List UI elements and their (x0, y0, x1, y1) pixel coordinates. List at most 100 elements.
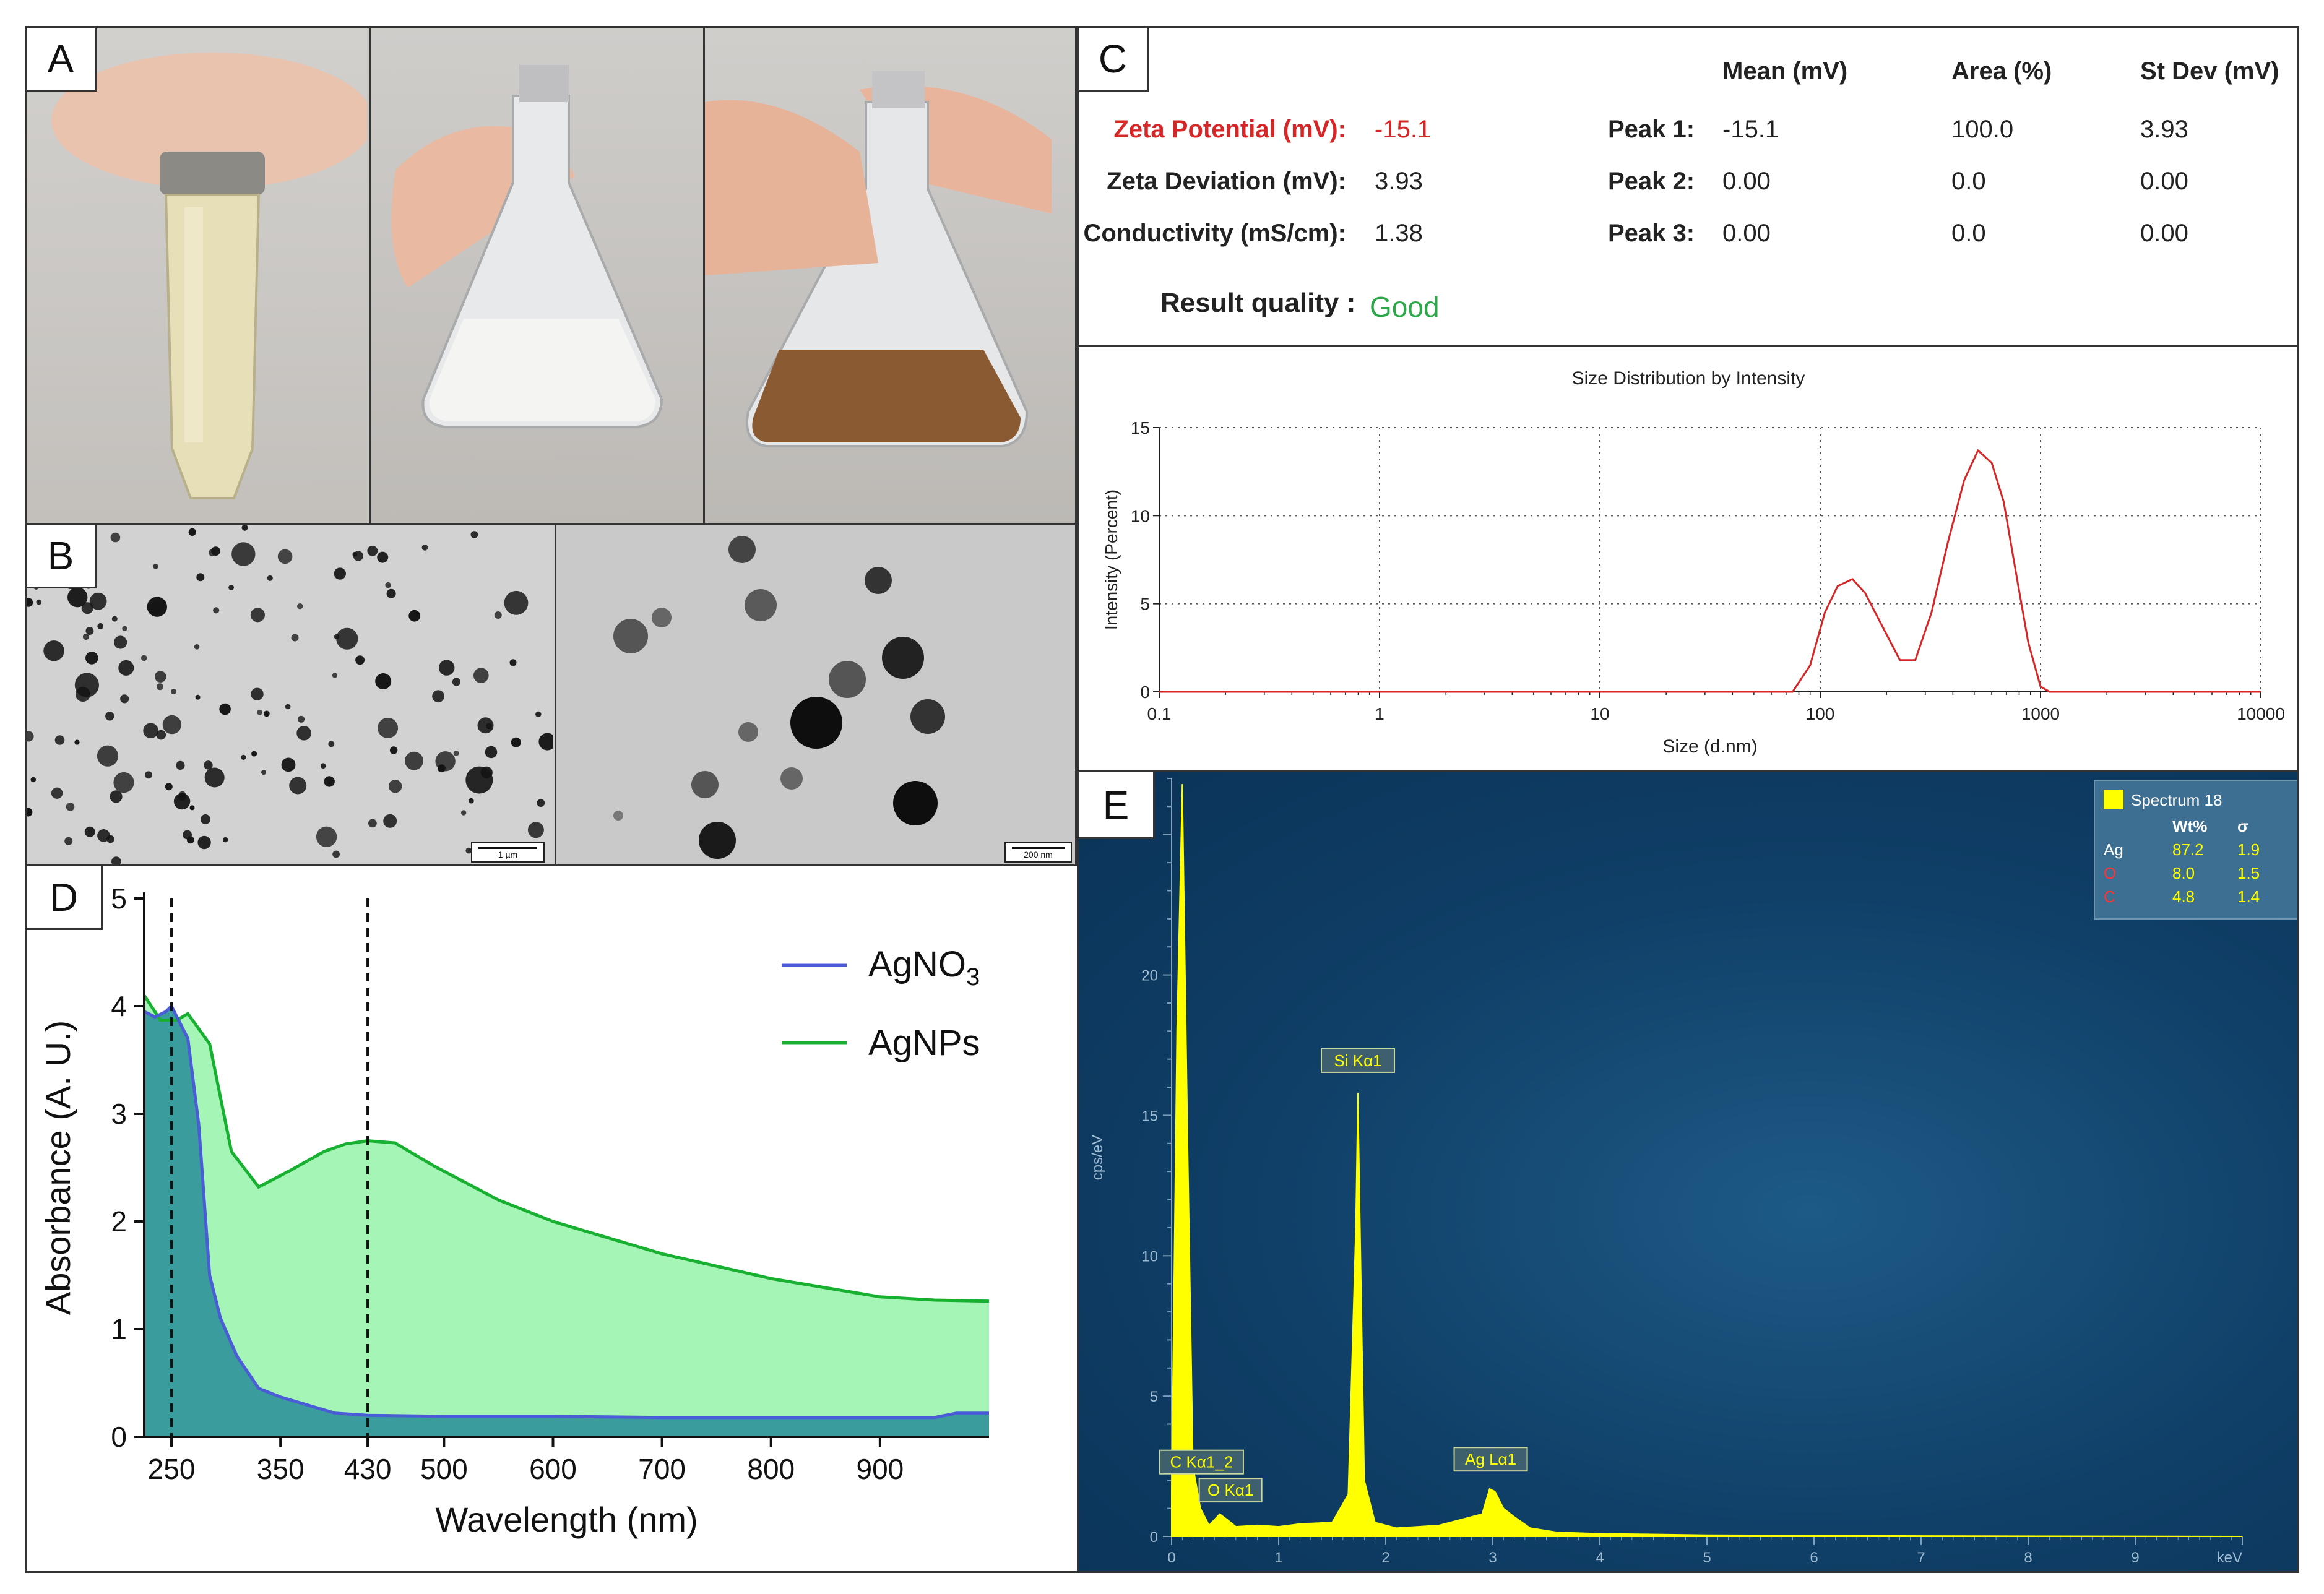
tem-particle (74, 673, 99, 697)
tem-particle (480, 766, 493, 779)
tem-particle (865, 567, 892, 594)
tem-particle (375, 673, 392, 689)
uv-ytick-label: 3 (111, 1098, 127, 1130)
tem-particle (261, 770, 266, 775)
eds-peak-label: O Kα1 (1207, 1481, 1253, 1499)
tem-particle (316, 826, 337, 847)
size-ytick-label: 15 (1131, 418, 1150, 437)
eds-xtick-label: 0 (1167, 1549, 1175, 1566)
photo-tube (27, 28, 373, 523)
peak-3-stdev: 0.00 (2140, 220, 2188, 247)
tem-particle (320, 763, 326, 769)
tem-particle (165, 783, 173, 791)
tem-particle (511, 737, 521, 747)
tem-particle (613, 619, 648, 653)
eds-xtick-label: 1 (1274, 1549, 1282, 1566)
zeta-deviation-label: Zeta Deviation (mV): (1107, 168, 1346, 195)
peak-3-label: Peak 3: (1608, 220, 1695, 247)
tem-particle (328, 741, 335, 747)
tem-particle (738, 722, 758, 742)
tem-particle (421, 544, 428, 551)
tem-particle (368, 819, 377, 828)
tem-particle (453, 751, 459, 756)
tem-particle (538, 733, 553, 751)
tem-particle (147, 597, 167, 617)
eds-xtick-label: 5 (1703, 1549, 1711, 1566)
peak-1-mean: -15.1 (1722, 116, 1779, 143)
tem-particle (186, 836, 194, 844)
tem-particle (910, 699, 945, 734)
peak-2-area: 0.0 (1951, 168, 1986, 195)
eds-xtick-label: 9 (2131, 1549, 2139, 1566)
uv-xtick-label: 700 (638, 1453, 686, 1485)
tem-particle (389, 780, 402, 793)
eds-ytick-label: 20 (1141, 968, 1158, 984)
eds-ytick-label: 10 (1141, 1248, 1158, 1265)
tem-particle (222, 837, 228, 843)
size-xtick-label: 1000 (2021, 704, 2060, 723)
tem-image-low-mag (27, 525, 553, 864)
legend-row-ag-el: Ag (2104, 840, 2123, 859)
uv-ytick-label: 4 (111, 990, 127, 1022)
panel-b: B 1 µm 200 nm (25, 523, 1077, 866)
legend-agno3-subscript: 3 (966, 963, 980, 991)
legend-row-c-sigma: 1.4 (2237, 887, 2260, 906)
tem-right-background (556, 525, 1075, 864)
tem-particle (30, 777, 37, 783)
tem-particle (296, 726, 311, 741)
tem-particle (477, 717, 494, 734)
legend-row-ag-sigma: 1.9 (2237, 840, 2260, 859)
size-ytick-label: 10 (1131, 506, 1150, 525)
uv-ytick-label: 0 (111, 1421, 127, 1453)
tem-particle (111, 616, 118, 622)
legend-row-c-wt: 4.8 (2172, 887, 2195, 906)
eds-xtick-label: 8 (2024, 1549, 2032, 1566)
tem-particle (241, 525, 248, 531)
tem-particle (535, 711, 542, 717)
eds-peak-label-box (1159, 1449, 1244, 1475)
tem-particle (893, 781, 938, 825)
tem-particle (435, 751, 456, 772)
tem-particle (263, 710, 270, 717)
panel-c-letter: C (1079, 28, 1149, 92)
tem-particle (250, 608, 265, 623)
tem-particle (527, 822, 544, 838)
peak-2-stdev: 0.00 (2140, 168, 2188, 195)
scale-bar-left: 1 µm (471, 842, 545, 863)
size-xtick-label: 1 (1375, 704, 1384, 723)
agnps-line (142, 994, 990, 1303)
eds-peak-label: Si Kα1 (1334, 1051, 1381, 1070)
tem-particle (110, 532, 121, 543)
tem-particle (82, 634, 89, 640)
tem-particle (204, 767, 225, 788)
eds-xtick-label: 2 (1381, 1549, 1389, 1566)
tem-particle (473, 668, 489, 683)
header-area: Area (%) (1951, 58, 2052, 85)
eds-spectrum-chart: 0 5 10 15 20 0 1 2 3 4 5 6 7 8 9 keV cps/eV C Kα1_2 O Kα1 S… (1089, 778, 2243, 1566)
eds-legend: Spectrum 18 Wt% σ Ag 87.2 1.9 O 8.0 1.5 … (2094, 780, 2297, 920)
eds-ytick-label: 15 (1141, 1108, 1158, 1124)
header-mean: Mean (mV) (1722, 58, 1848, 85)
tem-particle (188, 528, 196, 536)
tem-particle (405, 751, 423, 770)
tem-particle (219, 703, 231, 715)
tem-particle (204, 760, 213, 770)
uv-xlabel: Wavelength (nm) (435, 1500, 698, 1539)
flask-illustration-brown (705, 71, 1052, 447)
tem-particle (66, 803, 75, 811)
uv-ytick-label: 1 (111, 1313, 127, 1345)
tem-particle (432, 690, 444, 703)
peak-1-area: 100.0 (1951, 116, 2014, 143)
tem-particle (195, 694, 201, 700)
tem-particle (114, 635, 127, 649)
tem-particle (120, 694, 129, 704)
tem-particle (277, 549, 293, 564)
tem-particle (504, 590, 529, 615)
size-ytick-label: 0 (1140, 683, 1150, 702)
tem-particle (790, 697, 842, 749)
result-quality-value: Good (1370, 291, 1440, 323)
tem-particle (780, 767, 803, 790)
tem-particle (383, 814, 397, 828)
tem-particle (386, 588, 396, 598)
tem-particle (67, 587, 88, 608)
